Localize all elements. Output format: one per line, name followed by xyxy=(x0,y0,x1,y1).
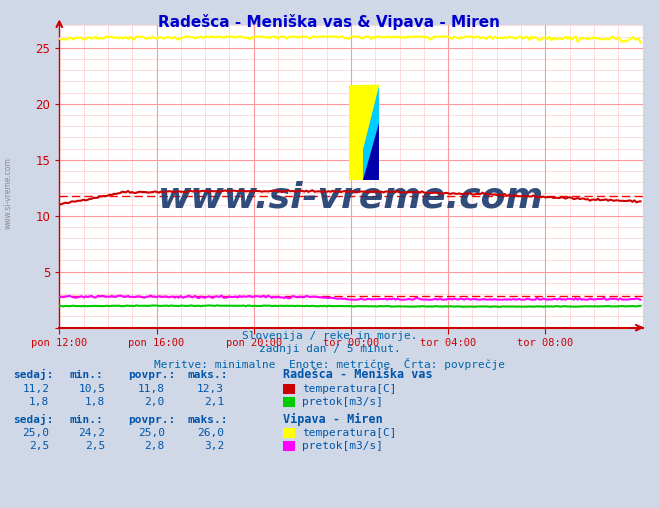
Text: povpr.:: povpr.: xyxy=(129,370,176,380)
Text: zadnji dan / 5 minut.: zadnji dan / 5 minut. xyxy=(258,344,401,355)
Polygon shape xyxy=(362,123,380,180)
Text: www.si-vreme.com: www.si-vreme.com xyxy=(158,181,544,215)
Text: 26,0: 26,0 xyxy=(197,428,224,438)
Text: maks.:: maks.: xyxy=(188,415,228,425)
Text: 2,0: 2,0 xyxy=(144,397,165,407)
Text: 2,5: 2,5 xyxy=(29,441,49,451)
Bar xyxy=(362,85,380,180)
Text: 11,2: 11,2 xyxy=(22,384,49,394)
Text: sedaj:: sedaj: xyxy=(13,369,53,380)
Text: Slovenija / reke in morje.: Slovenija / reke in morje. xyxy=(242,331,417,341)
Text: temperatura[C]: temperatura[C] xyxy=(302,428,396,438)
Text: Radešca - Meniška vas: Radešca - Meniška vas xyxy=(283,368,433,382)
Bar xyxy=(349,85,380,180)
Text: 25,0: 25,0 xyxy=(138,428,165,438)
Text: 2,5: 2,5 xyxy=(85,441,105,451)
Text: 10,5: 10,5 xyxy=(78,384,105,394)
Text: 12,3: 12,3 xyxy=(197,384,224,394)
Text: 1,8: 1,8 xyxy=(85,397,105,407)
Text: Vipava - Miren: Vipava - Miren xyxy=(283,412,383,426)
Text: 25,0: 25,0 xyxy=(22,428,49,438)
Text: 11,8: 11,8 xyxy=(138,384,165,394)
Text: pretok[m3/s]: pretok[m3/s] xyxy=(302,441,383,451)
Text: 1,8: 1,8 xyxy=(29,397,49,407)
Text: 3,2: 3,2 xyxy=(204,441,224,451)
Text: sedaj:: sedaj: xyxy=(13,414,53,425)
Text: povpr.:: povpr.: xyxy=(129,415,176,425)
Text: maks.:: maks.: xyxy=(188,370,228,380)
Text: min.:: min.: xyxy=(69,370,103,380)
Text: temperatura[C]: temperatura[C] xyxy=(302,384,396,394)
Text: Meritve: minimalne  Enote: metrične  Črta: povprečje: Meritve: minimalne Enote: metrične Črta:… xyxy=(154,358,505,370)
Text: 24,2: 24,2 xyxy=(78,428,105,438)
Text: www.si-vreme.com: www.si-vreme.com xyxy=(4,157,13,229)
Text: 2,1: 2,1 xyxy=(204,397,224,407)
Text: 2,8: 2,8 xyxy=(144,441,165,451)
Text: min.:: min.: xyxy=(69,415,103,425)
Polygon shape xyxy=(362,85,380,151)
Text: pretok[m3/s]: pretok[m3/s] xyxy=(302,397,383,407)
Text: Radešca - Meniška vas & Vipava - Miren: Radešca - Meniška vas & Vipava - Miren xyxy=(159,14,500,30)
